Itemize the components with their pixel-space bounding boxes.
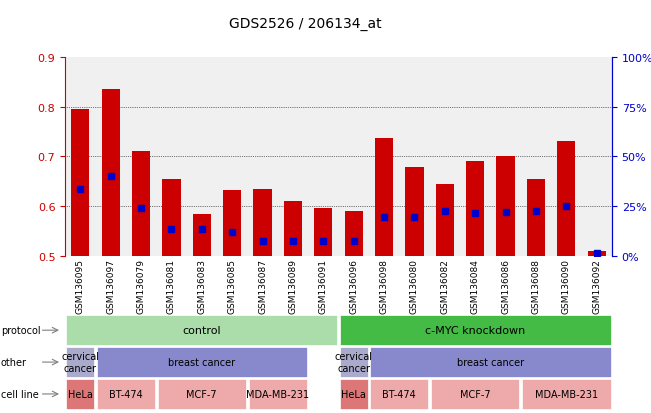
Text: cell line: cell line [1,389,38,399]
Bar [527,179,545,256]
Bar [193,215,211,256]
Bar [406,168,424,256]
Bar [253,189,271,256]
Text: cervical
cancer: cervical cancer [61,351,100,373]
Text: breast cancer: breast cancer [457,357,524,367]
Bar [71,110,89,256]
Text: MDA-MB-231: MDA-MB-231 [246,389,309,399]
Text: protocol: protocol [1,325,40,335]
Bar [102,90,120,256]
Bar [162,179,180,256]
Text: control: control [182,325,221,335]
Bar [588,251,606,256]
Bar [344,211,363,256]
Text: breast cancer: breast cancer [168,357,236,367]
Text: other: other [1,357,27,367]
Text: c-MYC knockdown: c-MYC knockdown [425,325,525,335]
Bar [466,162,484,256]
Text: GDS2526 / 206134_at: GDS2526 / 206134_at [229,17,381,31]
Bar [314,209,333,256]
Text: cervical
cancer: cervical cancer [335,351,373,373]
Bar [557,142,575,256]
Text: MDA-MB-231: MDA-MB-231 [535,389,598,399]
Bar [436,184,454,256]
Bar [375,139,393,256]
Text: HeLa: HeLa [341,389,366,399]
Bar [497,157,515,256]
Text: MCF-7: MCF-7 [460,389,491,399]
Text: BT-474: BT-474 [109,389,143,399]
Bar [223,191,242,256]
Bar [284,202,302,256]
Text: HeLa: HeLa [68,389,92,399]
Text: BT-474: BT-474 [382,389,416,399]
Bar [132,152,150,256]
Text: MCF-7: MCF-7 [186,389,217,399]
